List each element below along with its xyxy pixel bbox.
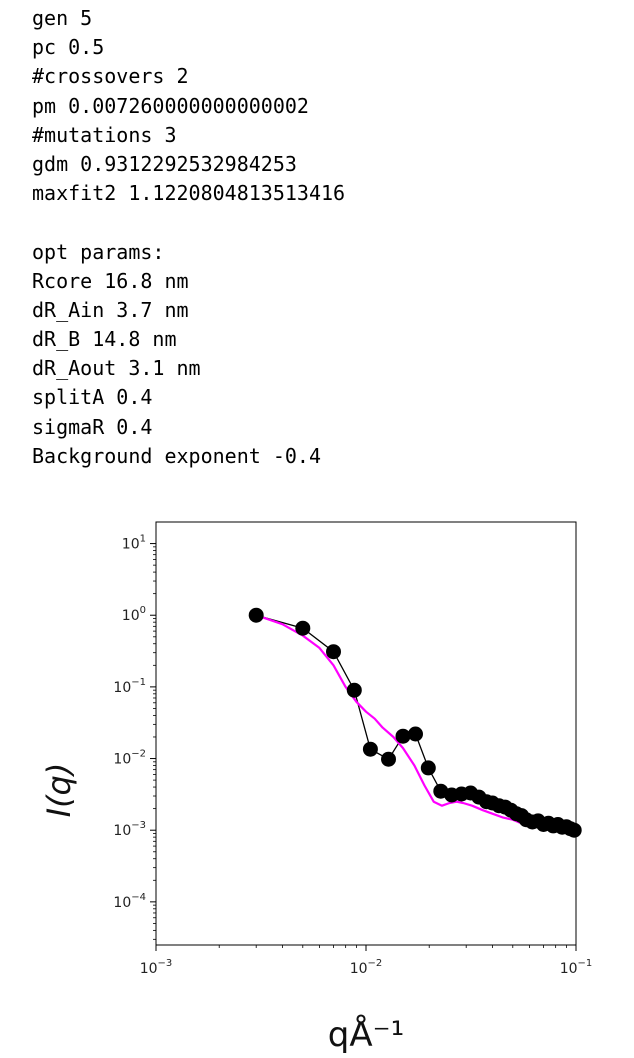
data-point (381, 751, 396, 767)
output-line: pc 0.5 (32, 35, 105, 60)
x-tick-label: 10−1 (560, 958, 593, 977)
output-line: dR_Aout 3.1 nm (32, 356, 201, 381)
output-line: pm 0.007260000000000002 (32, 93, 309, 118)
output-line: maxfit2 1.1220804813513416 (32, 181, 346, 206)
output-line: dR_B 14.8 nm (32, 327, 177, 352)
x-tick-label: 10−3 (140, 958, 173, 977)
output-line: splitA 0.4 (32, 385, 153, 410)
output-line: gdm 0.9312292532984253 (32, 151, 297, 176)
x-axis-label: qÅ⁻¹ (328, 1014, 404, 1055)
output-line: Background exponent -0.4 (32, 443, 321, 468)
data-point (395, 728, 411, 744)
data-point (346, 682, 362, 698)
plot-marks (248, 607, 582, 838)
y-tick-label: 10−3 (113, 820, 146, 839)
ticks: 10−3 10−2 10−1 101 100 10−1 10−2 10−3 10−4 (113, 534, 592, 977)
y-tick-label: 100 (122, 605, 146, 624)
data-point (248, 607, 264, 623)
data-point (420, 760, 436, 776)
output-line: dR_Ain 3.7 nm (32, 297, 189, 322)
x-tick-label: 10−2 (350, 958, 383, 977)
output-line: Rcore 16.8 nm (32, 268, 189, 293)
output-line: sigmaR 0.4 (32, 414, 153, 439)
output-line: gen 5 (32, 6, 93, 30)
y-tick-label: 10−4 (113, 892, 146, 911)
output-line: opt params: (32, 239, 165, 264)
data-point (326, 644, 341, 660)
data-point (408, 726, 423, 742)
output-line: #crossovers 2 (32, 64, 189, 89)
y-tick-label: 10−1 (113, 677, 146, 696)
y-axis-label: I(q) (40, 763, 78, 818)
data-point (295, 620, 311, 636)
fit-series-line (255, 614, 530, 826)
y-tick-label: 10−2 (113, 749, 146, 768)
data-series-line (256, 614, 575, 831)
data-point (362, 741, 378, 757)
y-tick-label: 101 (122, 534, 146, 553)
data-point (566, 822, 582, 838)
output-text: gen 5 pc 0.5 #crossovers 2 pm 0.00726000000… (32, 4, 345, 471)
output-line: #mutations 3 (32, 122, 177, 147)
